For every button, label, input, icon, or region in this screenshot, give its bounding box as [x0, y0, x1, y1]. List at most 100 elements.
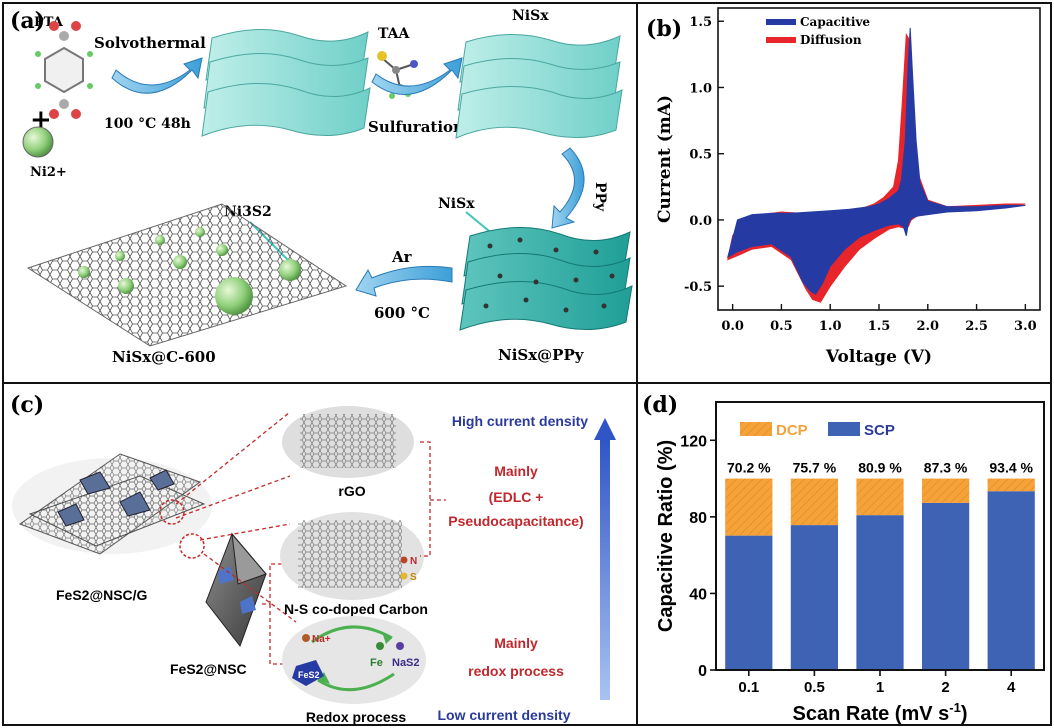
redox-process-label: Redox process: [306, 709, 407, 725]
data-label: 75.7 %: [793, 460, 837, 476]
nisx-ppy-label: NiSx@PPy: [498, 346, 585, 364]
x-tick-label: 0.0: [721, 319, 744, 334]
legend-label-capacitive: Capacitive: [800, 15, 870, 29]
pta-label: PTA: [34, 15, 64, 30]
n-atom-label: N: [410, 556, 417, 567]
s-atom-icon-2: [396, 642, 404, 650]
y-tick-label: 80: [689, 510, 707, 527]
legend-label-dcp: DCP: [776, 422, 808, 439]
panel-label-c: (c): [10, 392, 44, 418]
plot-frame: [717, 7, 1041, 311]
temp-label: 600 °C: [374, 304, 430, 322]
x-tick-label: 2.0: [916, 319, 939, 334]
fes2-small-label: FeS2: [298, 670, 320, 680]
nisx-c-label: NiSx@C-600: [112, 348, 216, 366]
y-tick-label: -0.5: [684, 280, 712, 295]
x-tick-label: 1.5: [868, 319, 891, 334]
ppy-label: PPy: [592, 182, 608, 212]
y-tick-label: 0.0: [689, 214, 712, 229]
na-ion-icon: [302, 634, 310, 642]
bar-dcp: [921, 478, 970, 503]
high-current-label: High current density: [452, 413, 588, 429]
s-atom-label: S: [410, 572, 417, 583]
ar-label: Ar: [391, 248, 413, 266]
sulfuration-label: Sulfuration: [368, 118, 464, 136]
panel-a: (a) PTA + Ni2+ Solvothermal 100 °C 48h T…: [10, 8, 633, 366]
bracket-upper: [420, 441, 431, 557]
x-tick-label: 0.5: [770, 319, 793, 334]
fes2-nsc-label: FeS2@NSC: [170, 661, 247, 677]
fes2-nsc-g-illustration: [12, 453, 212, 559]
panel-label-b: (b): [646, 16, 682, 42]
current-density-arrow: [600, 438, 610, 700]
x-axis-label: Scan Rate (mV s-1): [793, 700, 968, 725]
x-tick-label: 3.0: [1014, 319, 1037, 334]
bar-dcp: [725, 478, 773, 536]
edlc-label: (EDLC +: [489, 489, 544, 505]
data-label: 80.9 %: [858, 460, 902, 476]
mof-sheets: [201, 29, 371, 137]
data-label: 70.2 %: [727, 460, 771, 476]
y-tick-label: 1.5: [689, 15, 712, 30]
chart-d: (d) 70.2 % 0.1 75.7 % 0.5 80.9 % 1 87.3 % 2 93.4…: [642, 392, 1045, 725]
data-label: 93.4 %: [989, 460, 1033, 476]
x-tick-label: 2.5: [965, 319, 988, 334]
bar-dcp: [790, 478, 839, 526]
y-tick-label: 1.0: [689, 81, 712, 96]
plot-frame: [715, 401, 1045, 671]
mainly-label-2: Mainly: [494, 635, 538, 651]
y-axis-label: Current (mA): [655, 95, 675, 223]
bar-scp: [921, 502, 970, 670]
bar-scp: [790, 525, 839, 670]
panel-label-d: (d): [642, 392, 678, 418]
bar-dcp: [987, 478, 1035, 492]
x-tick-label: 4: [1007, 679, 1016, 696]
x-tick-label: 0.1: [738, 679, 759, 696]
fes2-particle-icon: [292, 660, 324, 686]
x-tick-label: 0.5: [804, 679, 825, 696]
x-tick-label: 1.0: [819, 319, 842, 334]
ar-arrow: [355, 265, 453, 297]
pta-molecule-icon: [35, 21, 93, 119]
nisx-sheets: [455, 34, 623, 139]
bar-dcp: [856, 478, 904, 516]
x-tick-label: 1: [876, 679, 884, 696]
n-atom-icon: [400, 556, 408, 564]
bar-scp: [856, 515, 904, 670]
fes2-nsc-crystal: [205, 532, 267, 648]
pseudo-label: Pseudocapacitance): [448, 513, 583, 529]
y-axis-label: Capacitive Ratio (%): [655, 440, 677, 632]
legend-swatch-dcp: [740, 422, 772, 436]
ppy-arrow: [551, 147, 585, 229]
chart-b: (b) 0.0 0.5 1.0 1.5 2.0 2.5 3.0 -0.5 0.0 0.5 1.0 1.…: [646, 7, 1041, 367]
s-atom-icon: [400, 572, 408, 580]
redox-process-mech-label: redox process: [468, 663, 564, 679]
x-axis-label: Voltage (V): [825, 347, 932, 367]
ni-ion-icon: [22, 126, 54, 158]
nsc-label: N-S co-doped Carbon: [284, 601, 428, 617]
legend-swatch-scp: [828, 422, 860, 436]
bar-scp: [987, 491, 1035, 670]
fe-label: Fe: [370, 657, 383, 669]
legend-label-diffusion: Diffusion: [800, 33, 862, 47]
panel-c: (c) FeS2@NSC/G FeS2@NSC: [10, 392, 616, 725]
y-tick-label: 0.5: [689, 148, 712, 163]
taa-label: TAA: [378, 26, 411, 42]
ni-ion-label: Ni2+: [30, 165, 67, 180]
fes2-nscg-label: FeS2@NSC/G: [56, 587, 148, 603]
sulfuration-arrow: [371, 57, 463, 95]
low-current-label: Low current density: [437, 707, 570, 723]
y-tick-label: 0: [698, 663, 707, 680]
series-area-diffusion: [727, 32, 1026, 303]
bar-scp: [725, 535, 773, 670]
legend-label-scp: SCP: [864, 422, 895, 439]
series-area-capacitive: [727, 27, 1026, 295]
na-ion-label: Na+: [312, 634, 331, 645]
y-tick-label: 40: [689, 586, 707, 603]
x-tick-label: 2: [941, 679, 949, 696]
nas2-label: NaS2: [392, 657, 420, 669]
data-label: 87.3 %: [924, 460, 968, 476]
solvothermal-conditions: 100 °C 48h: [104, 116, 191, 132]
redox-cycle-arrow-bottom: [317, 672, 395, 692]
